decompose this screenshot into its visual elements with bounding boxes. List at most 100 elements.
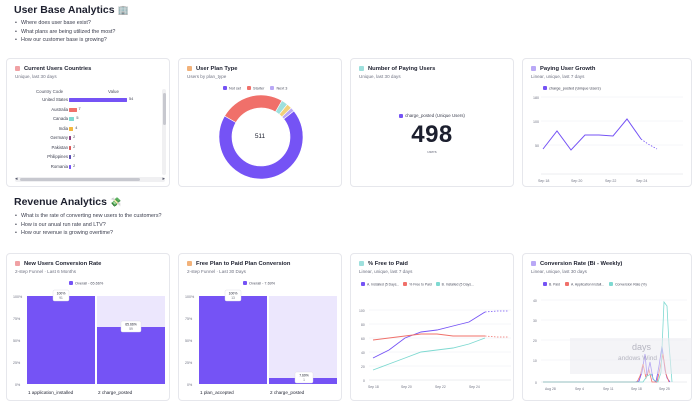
- country-value: 2: [73, 163, 76, 168]
- x-tick-label: Sep 25: [659, 387, 670, 391]
- table-row[interactable]: Canada 5: [7, 116, 167, 123]
- y-tick-label: 100: [359, 309, 365, 313]
- card-subtitle: Linear, unique, last 7 days: [531, 74, 585, 79]
- plan-type-card[interactable]: User Plan Type Users by plan_type Not se…: [178, 58, 342, 187]
- series-line[interactable]: [372, 333, 485, 341]
- series-line[interactable]: [372, 311, 486, 359]
- step-count: 91: [59, 296, 63, 300]
- scroll-right-icon[interactable]: ▸: [162, 176, 165, 182]
- new-users-conversion-card[interactable]: New Users Conversion Rate 2-step Funnel …: [6, 253, 170, 401]
- paying-users-value: 498: [411, 121, 453, 148]
- column-header-country[interactable]: Country Code: [36, 89, 64, 94]
- step-percent: 100%: [229, 292, 238, 296]
- table-row[interactable]: Romania 2: [7, 164, 167, 171]
- free-to-paid-percent-card[interactable]: % Free to Paid Linear, unique, last 7 da…: [350, 253, 514, 401]
- countries-card[interactable]: Current Users Countries Unique, last 30 …: [6, 58, 170, 187]
- legend-item[interactable]: B. Installed (5 Days...: [435, 282, 474, 287]
- y-tick-label: 100: [533, 120, 539, 124]
- legend-item[interactable]: Starter: [247, 86, 264, 91]
- step-percent: 7.69%: [299, 374, 309, 378]
- donut-slice[interactable]: [224, 94, 283, 123]
- revenue-questions: What is the rate of converting new users…: [14, 212, 162, 238]
- free-to-paid-line-chart[interactable]: 100 80 60 40 20 0 Sep 18 Sep 20 Sep 22 S…: [351, 254, 514, 401]
- horizontal-scrollbar[interactable]: ◂ ▸: [15, 176, 165, 182]
- country-value: 2: [73, 135, 76, 139]
- scroll-left-icon[interactable]: ◂: [15, 176, 18, 182]
- column-header-value[interactable]: Value: [108, 89, 119, 94]
- tag-icon: [359, 66, 364, 71]
- paying-growth-line[interactable]: [542, 118, 642, 151]
- question-item: Where does user base exist?: [14, 19, 115, 28]
- step-count: 1: [303, 378, 305, 382]
- card-header: New Users Conversion Rate: [15, 259, 161, 268]
- country-bar: [69, 164, 72, 169]
- table-row[interactable]: United States 54: [7, 97, 167, 104]
- free-to-paid-funnel-card[interactable]: Free Plan to Paid Plan Conversion 2-step…: [178, 253, 342, 401]
- funnel-chart[interactable]: 100% 75% 50% 25% 0% 100% 13 7.69% 1 1 pl…: [179, 254, 342, 401]
- card-subtitle: Unique, last 30 days: [359, 74, 401, 79]
- funnel-step-bar[interactable]: [199, 296, 267, 384]
- y-tick-label: 60: [361, 337, 365, 341]
- country-value: 2: [73, 144, 76, 149]
- x-tick-label: Sep 4: [575, 387, 584, 391]
- card-header: Current Users Countries: [15, 64, 161, 73]
- chart-legend: B. Paid A. Application Install... Conver…: [543, 282, 647, 287]
- series-line[interactable]: [543, 300, 673, 383]
- table-header: Country Code Value: [7, 89, 167, 95]
- conversion-biweekly-card[interactable]: Conversion Rate (Bi - Weekly) Linear, un…: [522, 253, 692, 401]
- card-title: Conversion Rate (Bi - Weekly): [540, 260, 623, 267]
- activation-watermark: days andows Wind: [570, 338, 692, 374]
- funnel-step-bar[interactable]: [97, 327, 165, 384]
- country-value: 7: [78, 106, 81, 111]
- chart-legend: Overall - 7.69%: [243, 281, 275, 286]
- y-tick-label: 20: [533, 339, 537, 343]
- y-tick-label: 50%: [13, 339, 21, 343]
- x-tick-label: Sep 22: [605, 179, 616, 183]
- question-item: How our customer base is growing?: [14, 36, 115, 45]
- table-row[interactable]: India 4: [7, 126, 167, 133]
- y-tick-label: 75%: [13, 317, 21, 321]
- card-header: Number of Paying Users: [359, 64, 505, 73]
- paying-growth-card[interactable]: Paying User Growth Linear, unique, last …: [522, 58, 692, 187]
- card-header: Conversion Rate (Bi - Weekly): [531, 259, 683, 268]
- series-projection: [484, 335, 509, 338]
- vertical-scrollbar[interactable]: [162, 89, 166, 175]
- conversion-biweekly-chart[interactable]: 40 30 20 10 0 Aug 28 Sep 4 Sep 11 Sep 18…: [523, 254, 692, 401]
- table-row[interactable]: Germany 2: [7, 135, 167, 142]
- country-value: 2: [73, 154, 76, 158]
- series-line[interactable]: [372, 337, 486, 371]
- x-tick-label: Sep 24: [469, 385, 480, 389]
- tag-icon: [15, 261, 20, 266]
- legend-item[interactable]: A. Application Install...: [564, 282, 604, 287]
- country-value: 4: [75, 125, 78, 130]
- x-tick-label: Sep 20: [401, 385, 412, 389]
- x-tick-label: Sep 18: [368, 385, 379, 389]
- legend-item[interactable]: Next 3: [270, 86, 287, 91]
- country-name: Australia: [51, 106, 68, 112]
- y-tick-label: 40: [361, 351, 365, 355]
- x-tick-label: Sep 20: [571, 179, 582, 183]
- paying-growth-chart[interactable]: 180 100 50 Sep 18 Sep 20 Sep 22 Sep 24: [523, 59, 692, 187]
- country-bar: [69, 126, 74, 131]
- legend-item[interactable]: Conversion Rate (%): [609, 282, 647, 287]
- x-tick-label: Sep 18: [538, 179, 549, 183]
- legend-item[interactable]: Not set: [223, 86, 241, 91]
- legend-item[interactable]: A. Installed (5 Days...: [361, 282, 399, 287]
- donut-slice[interactable]: [218, 110, 304, 180]
- legend-item[interactable]: B. Paid: [543, 282, 560, 287]
- paying-users-card[interactable]: Number of Paying Users Unique, last 30 d…: [350, 58, 514, 187]
- funnel-step-bar[interactable]: [27, 296, 95, 384]
- y-tick-label: 40: [533, 299, 537, 303]
- card-subtitle: Linear, unique, last 7 days: [359, 269, 413, 274]
- funnel-chart[interactable]: 100% 75% 50% 25% 0% 100% 91 65.66% 59 1 …: [7, 254, 170, 401]
- table-row[interactable]: Philippines 2: [7, 154, 167, 161]
- legend-item[interactable]: % Free to Paid: [403, 282, 432, 287]
- step-count: 59: [129, 327, 133, 331]
- donut-slice[interactable]: [281, 107, 295, 120]
- table-row[interactable]: Australia 7: [7, 107, 167, 114]
- y-tick-label: 50: [535, 144, 539, 148]
- table-row[interactable]: Pakistan 2: [7, 145, 167, 152]
- y-tick-label: 0: [363, 379, 365, 383]
- plan-donut-chart[interactable]: [179, 59, 342, 187]
- y-tick-label: 0: [535, 381, 537, 385]
